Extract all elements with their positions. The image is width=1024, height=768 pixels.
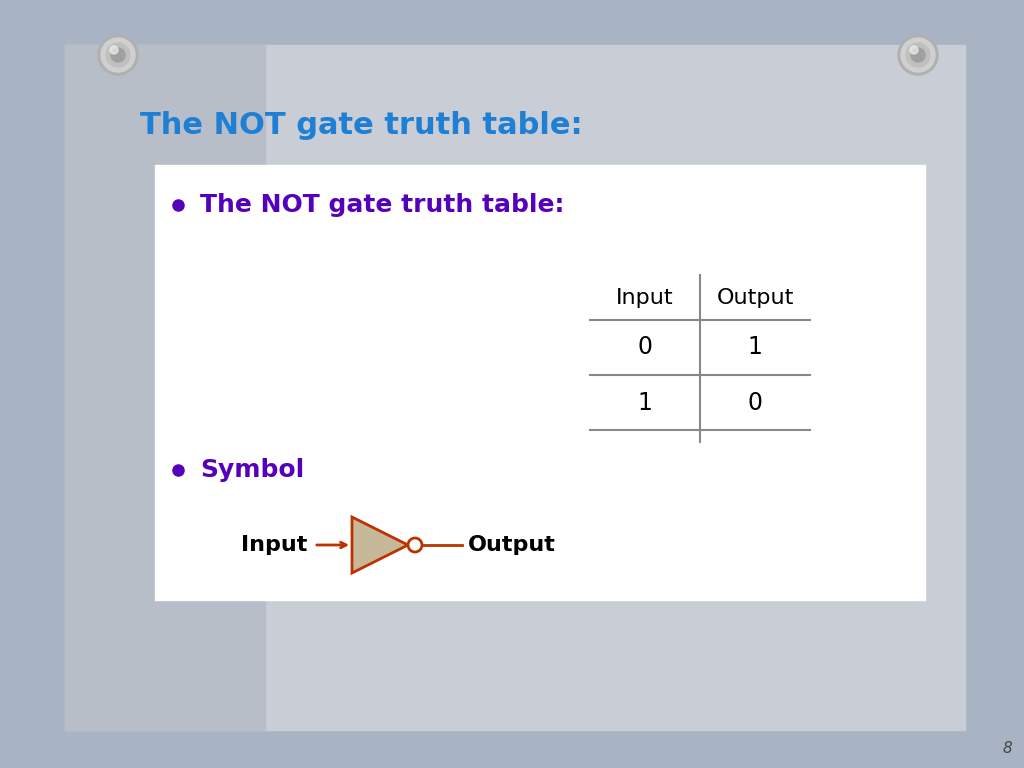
Text: Input: Input [241, 535, 307, 555]
Circle shape [101, 38, 135, 72]
Text: 0: 0 [748, 390, 763, 415]
Text: Output: Output [717, 287, 794, 307]
Circle shape [98, 35, 138, 75]
Text: Output: Output [468, 535, 556, 555]
Text: 8: 8 [1002, 741, 1012, 756]
Text: The NOT gate truth table:: The NOT gate truth table: [140, 111, 583, 140]
Circle shape [408, 538, 422, 552]
Text: 0: 0 [638, 336, 652, 359]
Bar [65, 45, 965, 730]
Bar [65, 45, 265, 730]
Circle shape [898, 35, 938, 75]
Text: 1: 1 [638, 390, 652, 415]
Circle shape [901, 38, 935, 72]
Circle shape [910, 46, 918, 54]
Circle shape [110, 46, 118, 54]
Circle shape [906, 43, 930, 67]
Circle shape [111, 48, 125, 62]
Polygon shape [352, 517, 408, 573]
Text: Symbol: Symbol [200, 458, 304, 482]
Text: 1: 1 [748, 336, 763, 359]
Text: Input: Input [616, 287, 674, 307]
Circle shape [106, 43, 130, 67]
Circle shape [911, 48, 925, 62]
Bar [155, 165, 925, 600]
Text: The NOT gate truth table:: The NOT gate truth table: [200, 193, 564, 217]
